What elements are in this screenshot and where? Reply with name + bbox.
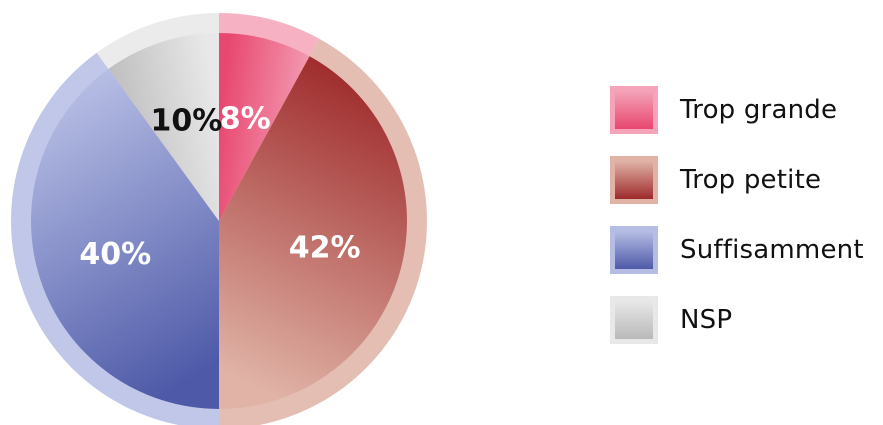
pie-label-trop-petite: 42% bbox=[289, 231, 361, 266]
legend-swatch-suffisamment bbox=[610, 226, 658, 274]
legend-item-trop-grande: Trop grande bbox=[610, 86, 864, 134]
legend-swatch-trop-grande bbox=[610, 86, 658, 134]
legend-item-nsp: NSP bbox=[610, 296, 864, 344]
pie-slice-trop-grande bbox=[219, 33, 310, 221]
legend-label-trop-petite: Trop petite bbox=[680, 165, 822, 195]
legend-swatch-trop-petite bbox=[610, 156, 658, 204]
legend-item-trop-petite: Trop petite bbox=[610, 156, 864, 204]
pie-label-nsp: 10% bbox=[151, 103, 223, 138]
pie-label-trop-grande: 8% bbox=[220, 102, 271, 137]
legend-label-trop-grande: Trop grande bbox=[680, 95, 838, 125]
legend-label-nsp: NSP bbox=[680, 305, 733, 335]
pie-slice-nsp bbox=[108, 33, 219, 221]
pie-slice-suffisamment bbox=[31, 68, 219, 409]
legend-label-suffisamment: Suffisamment bbox=[680, 235, 864, 265]
pie-label-suffisamment: 40% bbox=[79, 237, 151, 272]
legend: Trop grande Trop petite Suffisamment NSP bbox=[610, 86, 864, 366]
legend-swatch-nsp bbox=[610, 296, 658, 344]
legend-item-suffisamment: Suffisamment bbox=[610, 226, 864, 274]
pie-slice-trop-petite bbox=[219, 56, 408, 410]
